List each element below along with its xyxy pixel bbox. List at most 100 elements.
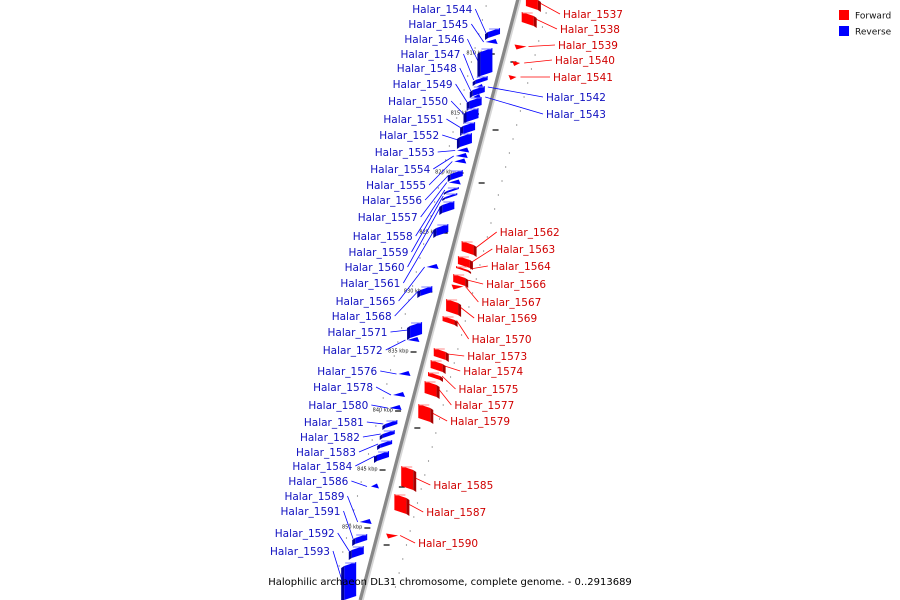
gene-label-halar-1559[interactable]: Halar_1559: [349, 247, 409, 259]
gene-label-halar-1578[interactable]: Halar_1578: [313, 382, 373, 394]
gene-label-halar-1563[interactable]: Halar_1563: [495, 244, 555, 256]
gene-label-halar-1562[interactable]: Halar_1562: [500, 227, 560, 239]
gene-feature-halar-1574[interactable]: [430, 360, 446, 374]
gene-feature-halar-1583[interactable]: [377, 440, 393, 450]
gene-feature-halar-1544[interactable]: [485, 28, 501, 40]
gene-label-halar-1560[interactable]: Halar_1560: [345, 262, 405, 274]
gene-label-halar-1591[interactable]: Halar_1591: [281, 506, 341, 518]
gene-label-halar-1593[interactable]: Halar_1593: [270, 546, 330, 558]
gene-feature-halar-1586[interactable]: [370, 483, 379, 489]
gene-feature-halar-1585[interactable]: [401, 466, 417, 492]
gene-feature-halar-1584[interactable]: [373, 451, 389, 463]
gene-label-halar-1546[interactable]: Halar_1546: [404, 34, 464, 46]
gene-label-halar-1576[interactable]: Halar_1576: [317, 366, 377, 378]
gene-label-halar-1538[interactable]: Halar_1538: [560, 24, 620, 36]
gene-label-halar-1543[interactable]: Halar_1543: [546, 109, 606, 121]
gene-label-halar-1558[interactable]: Halar_1558: [353, 231, 413, 243]
gene-feature-halar-1573[interactable]: [433, 348, 449, 362]
gene-label-halar-1549[interactable]: Halar_1549: [393, 79, 453, 91]
gene-feature-halar-1547[interactable]: [472, 76, 488, 86]
gene-feature-halar-1564[interactable]: [456, 266, 472, 274]
gene-label-halar-1581[interactable]: Halar_1581: [304, 417, 364, 429]
gene-feature-halar-1565[interactable]: [426, 264, 439, 269]
gene-label-halar-1552[interactable]: Halar_1552: [379, 130, 439, 142]
gene-feature-halar-1538[interactable]: [521, 12, 537, 28]
gene-feature-halar-1578[interactable]: [393, 392, 405, 397]
gene-label-halar-1585[interactable]: Halar_1585: [433, 480, 493, 492]
gene-feature-halar-1539[interactable]: [514, 44, 527, 50]
gene-feature-halar-1546[interactable]: [477, 48, 493, 78]
gene-feature-halar-1569[interactable]: [446, 299, 462, 317]
gene-feature-halar-1579[interactable]: [418, 404, 434, 424]
gene-feature-halar-1575[interactable]: [427, 372, 443, 382]
gene-feature-halar-1582[interactable]: [379, 430, 395, 440]
gene-label-halar-1586[interactable]: Halar_1586: [288, 476, 348, 488]
gene-label-halar-1537[interactable]: Halar_1537: [563, 9, 623, 21]
gene-label-halar-1580[interactable]: Halar_1580: [308, 400, 368, 412]
gene-feature-halar-1577[interactable]: [424, 381, 440, 399]
gene-label-halar-1572[interactable]: Halar_1572: [323, 345, 383, 357]
gene-label-halar-1541[interactable]: Halar_1541: [553, 72, 613, 84]
gene-feature-halar-1566[interactable]: [453, 274, 469, 288]
gene-feature-halar-1592[interactable]: [348, 546, 364, 560]
gene-label-halar-1575[interactable]: Halar_1575: [459, 384, 519, 396]
gene-feature-halar-1557[interactable]: [448, 179, 461, 185]
gene-label-halar-1582[interactable]: Halar_1582: [300, 432, 360, 444]
gene-label-halar-1542[interactable]: Halar_1542: [546, 92, 606, 104]
gene-feature-halar-1581[interactable]: [382, 420, 398, 430]
gene-label-halar-1557[interactable]: Halar_1557: [358, 212, 418, 224]
gene-label-halar-1592[interactable]: Halar_1592: [275, 528, 335, 540]
gene-feature-halar-1567[interactable]: [451, 284, 464, 290]
gene-feature-halar-1590[interactable]: [386, 533, 399, 539]
gene-label-halar-1589[interactable]: Halar_1589: [284, 491, 344, 503]
gene-feature-halar-1553[interactable]: [457, 147, 470, 153]
gene-label-halar-1568[interactable]: Halar_1568: [332, 311, 392, 323]
gene-label-halar-1584[interactable]: Halar_1584: [292, 461, 352, 473]
gene-feature-halar-1563[interactable]: [457, 256, 473, 270]
gene-label-halar-1583[interactable]: Halar_1583: [296, 447, 356, 459]
gene-feature-halar-1556[interactable]: [447, 170, 463, 182]
gene-label-halar-1579[interactable]: Halar_1579: [450, 416, 510, 428]
gene-feature-halar-1562[interactable]: [461, 241, 477, 257]
gene-label-halar-1565[interactable]: Halar_1565: [336, 296, 396, 308]
gene-label-halar-1570[interactable]: Halar_1570: [472, 334, 532, 346]
gene-feature-halar-1552[interactable]: [456, 133, 472, 149]
gene-label-halar-1577[interactable]: Halar_1577: [454, 400, 514, 412]
gene-label-halar-1539[interactable]: Halar_1539: [558, 40, 618, 52]
gene-feature-halar-1559[interactable]: [442, 193, 458, 201]
gene-feature-halar-1541[interactable]: [508, 75, 517, 80]
gene-feature-halar-1551[interactable]: [460, 122, 476, 136]
gene-feature-halar-1589[interactable]: [359, 519, 372, 524]
gene-label-halar-1587[interactable]: Halar_1587: [426, 507, 486, 519]
gene-label-halar-1554[interactable]: Halar_1554: [370, 164, 430, 176]
gene-label-halar-1564[interactable]: Halar_1564: [491, 261, 551, 273]
gene-feature-halar-1558[interactable]: [443, 187, 459, 195]
gene-feature-halar-1555[interactable]: [454, 158, 467, 164]
gene-feature-halar-1571[interactable]: [407, 322, 423, 340]
gene-label-halar-1573[interactable]: Halar_1573: [467, 351, 527, 363]
gene-label-halar-1550[interactable]: Halar_1550: [388, 96, 448, 108]
gene-feature-halar-1593[interactable]: [341, 562, 357, 600]
gene-feature-halar-1568[interactable]: [417, 286, 433, 298]
gene-feature-halar-1570[interactable]: [442, 316, 458, 327]
gene-feature-halar-1591[interactable]: [352, 534, 368, 546]
gene-label-halar-1556[interactable]: Halar_1556: [362, 195, 422, 207]
gene-label-halar-1553[interactable]: Halar_1553: [375, 147, 435, 159]
gene-label-halar-1569[interactable]: Halar_1569: [477, 313, 537, 325]
gene-label-halar-1561[interactable]: Halar_1561: [340, 278, 400, 290]
gene-label-halar-1548[interactable]: Halar_1548: [397, 63, 457, 75]
gene-label-halar-1555[interactable]: Halar_1555: [366, 180, 426, 192]
gene-feature-halar-1561[interactable]: [433, 224, 449, 238]
gene-feature-halar-1540[interactable]: [512, 61, 521, 66]
gene-label-halar-1544[interactable]: Halar_1544: [412, 4, 472, 16]
gene-feature-halar-1576[interactable]: [398, 371, 411, 376]
gene-feature-halar-1560[interactable]: [439, 201, 455, 215]
gene-label-halar-1540[interactable]: Halar_1540: [555, 55, 615, 67]
gene-label-halar-1567[interactable]: Halar_1567: [481, 297, 541, 309]
gene-feature-halar-1548[interactable]: [469, 86, 485, 98]
gene-label-halar-1545[interactable]: Halar_1545: [408, 19, 468, 31]
gene-feature-halar-1550[interactable]: [463, 108, 479, 124]
gene-feature-halar-1572[interactable]: [407, 337, 420, 342]
gene-label-halar-1547[interactable]: Halar_1547: [400, 49, 460, 61]
gene-feature-halar-1545[interactable]: [485, 39, 498, 44]
